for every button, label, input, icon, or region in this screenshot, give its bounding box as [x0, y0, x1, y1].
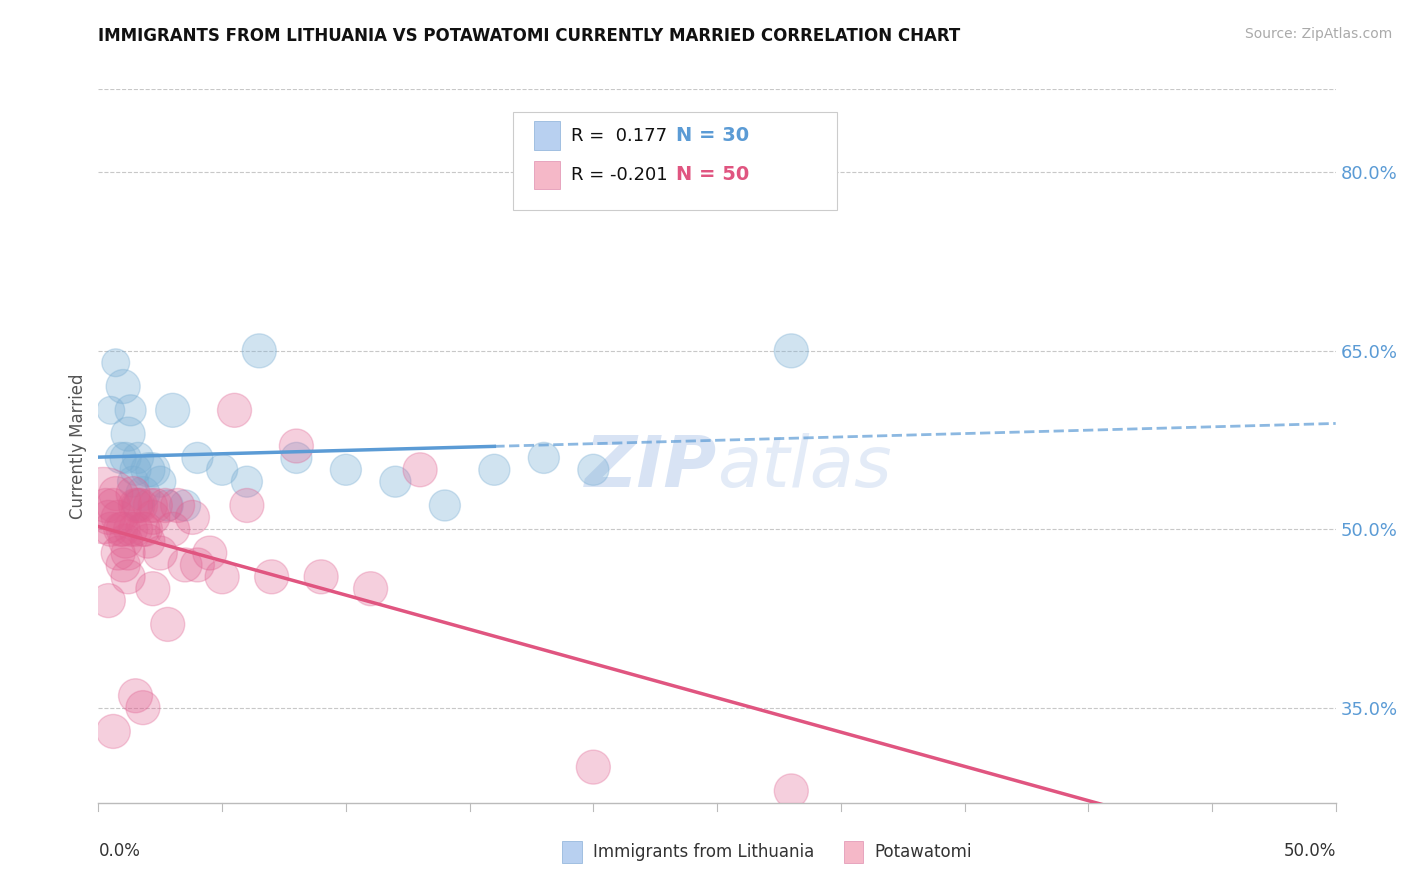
Point — [127, 450, 149, 465]
Point — [309, 570, 332, 584]
Point — [122, 475, 145, 489]
Point — [143, 499, 166, 513]
Point — [100, 403, 122, 417]
Text: IMMIGRANTS FROM LITHUANIA VS POTAWATOMI CURRENTLY MARRIED CORRELATION CHART: IMMIGRANTS FROM LITHUANIA VS POTAWATOMI … — [98, 27, 960, 45]
Point — [360, 582, 382, 596]
Point — [114, 534, 136, 549]
Text: atlas: atlas — [717, 433, 891, 502]
Point — [211, 463, 233, 477]
Point — [384, 475, 406, 489]
Point — [162, 522, 184, 536]
Point — [224, 403, 246, 417]
Point — [124, 689, 146, 703]
Point — [166, 499, 188, 513]
Point — [107, 510, 129, 524]
Y-axis label: Currently Married: Currently Married — [69, 373, 87, 519]
Point — [142, 582, 165, 596]
Point — [107, 546, 129, 560]
Point — [104, 486, 127, 500]
Text: 50.0%: 50.0% — [1284, 842, 1336, 860]
Point — [104, 356, 127, 370]
Text: ZIP: ZIP — [585, 433, 717, 502]
Point — [409, 463, 432, 477]
Point — [103, 724, 125, 739]
Text: Potawatomi: Potawatomi — [875, 843, 972, 861]
Point — [132, 700, 155, 714]
Point — [335, 463, 357, 477]
Text: Source: ZipAtlas.com: Source: ZipAtlas.com — [1244, 27, 1392, 41]
Point — [110, 450, 132, 465]
Point — [134, 522, 156, 536]
Point — [149, 475, 172, 489]
Point — [93, 499, 115, 513]
Point — [186, 558, 208, 572]
Point — [112, 558, 135, 572]
Point — [132, 486, 155, 500]
Point — [97, 593, 120, 607]
Point — [122, 486, 145, 500]
Text: 0.0%: 0.0% — [98, 842, 141, 860]
Point — [124, 522, 146, 536]
Text: Immigrants from Lithuania: Immigrants from Lithuania — [593, 843, 814, 861]
Point — [127, 499, 149, 513]
Point — [100, 522, 122, 536]
Point — [156, 617, 179, 632]
Point — [139, 499, 162, 513]
Point — [780, 784, 803, 798]
Point — [174, 558, 197, 572]
Point — [142, 463, 165, 477]
Point — [124, 463, 146, 477]
Point — [129, 499, 152, 513]
Point — [186, 450, 208, 465]
Point — [533, 450, 555, 465]
Point — [120, 403, 142, 417]
Point — [97, 510, 120, 524]
Point — [127, 499, 149, 513]
Point — [112, 522, 135, 536]
Point — [484, 463, 506, 477]
Point — [117, 546, 139, 560]
Point — [181, 510, 204, 524]
Point — [94, 499, 117, 513]
Point — [260, 570, 283, 584]
Point — [114, 450, 136, 465]
Point — [162, 403, 184, 417]
Point — [136, 463, 159, 477]
Point — [120, 522, 142, 536]
Text: N = 30: N = 30 — [676, 126, 749, 145]
Point — [247, 343, 270, 358]
Point — [142, 510, 165, 524]
Text: R =  0.177: R = 0.177 — [571, 127, 666, 145]
Point — [117, 427, 139, 442]
Point — [156, 499, 179, 513]
Point — [582, 760, 605, 774]
Point — [117, 570, 139, 584]
Point — [149, 546, 172, 560]
Point — [174, 499, 197, 513]
Text: N = 50: N = 50 — [676, 165, 749, 185]
Point — [132, 522, 155, 536]
Point — [285, 450, 308, 465]
Point — [433, 499, 456, 513]
Point — [110, 522, 132, 536]
Point — [112, 379, 135, 393]
Point — [211, 570, 233, 584]
Point — [198, 546, 221, 560]
Text: R = -0.201: R = -0.201 — [571, 166, 668, 184]
Point — [136, 534, 159, 549]
Point — [236, 475, 259, 489]
Point — [285, 439, 308, 453]
Point — [236, 499, 259, 513]
Point — [103, 499, 125, 513]
Point — [155, 499, 177, 513]
Point — [124, 499, 146, 513]
Point — [780, 343, 803, 358]
Point — [582, 463, 605, 477]
